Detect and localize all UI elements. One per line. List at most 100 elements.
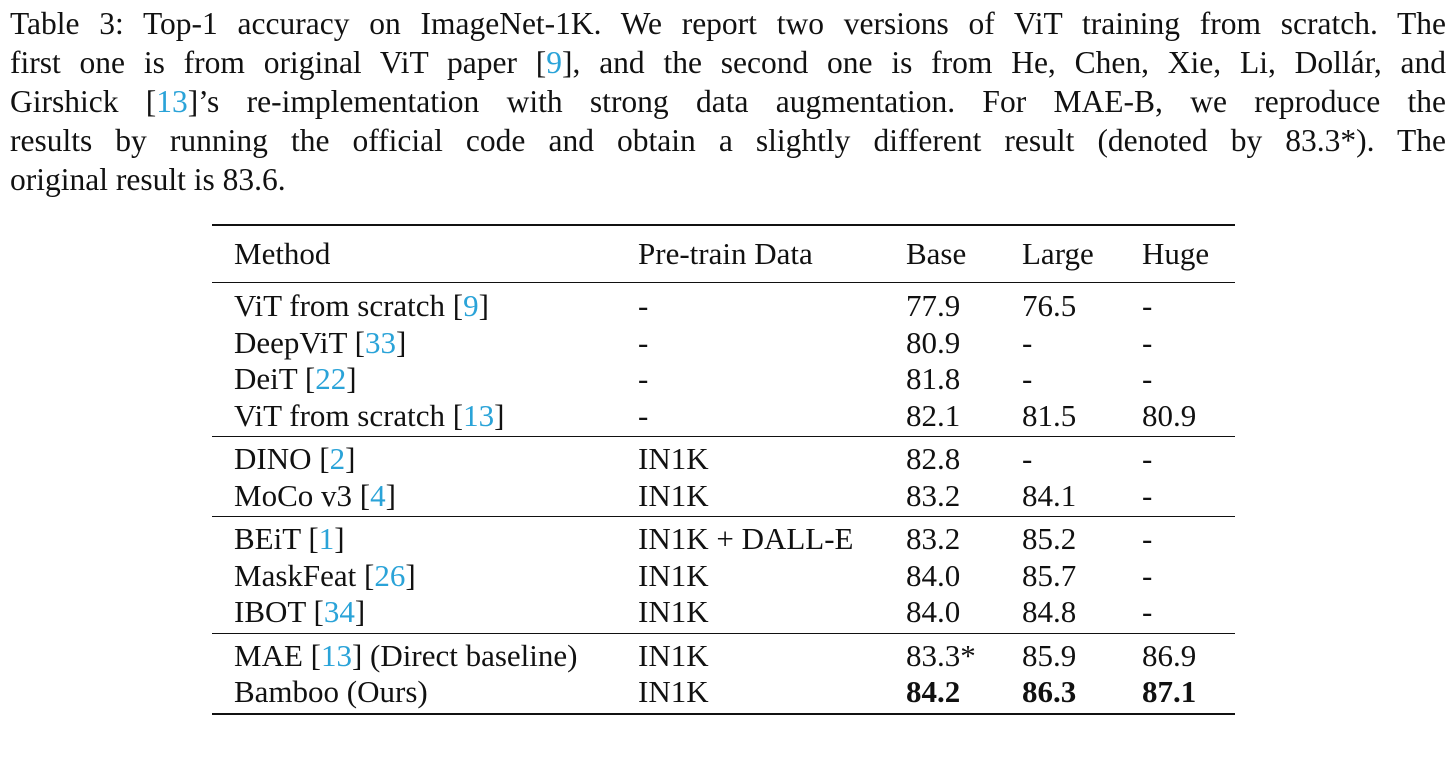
method-name: DeepViT [ bbox=[234, 324, 365, 360]
pretrain-data-cell: IN1K bbox=[638, 594, 709, 629]
huge-cell: - bbox=[1142, 594, 1153, 629]
table-group-rule bbox=[212, 436, 1235, 437]
citation-link[interactable]: 22 bbox=[315, 361, 347, 396]
citation-link[interactable]: 13 bbox=[320, 637, 352, 673]
citation-link[interactable]: 26 bbox=[374, 557, 406, 593]
pretrain-data-cell: - bbox=[638, 288, 649, 323]
caption-text: Girshick [ bbox=[10, 84, 157, 119]
method-name: MAE [ bbox=[234, 637, 321, 673]
header-huge: Huge bbox=[1142, 236, 1210, 271]
caption-line: results by running the official code and… bbox=[10, 121, 1446, 160]
method-suffix: ] bbox=[396, 324, 407, 360]
caption-line: first one is from original ViT paper [9]… bbox=[10, 43, 1446, 82]
method-name: DeiT [ bbox=[234, 361, 316, 396]
large-cell: 84.1 bbox=[1022, 477, 1077, 513]
base-cell: 80.9 bbox=[906, 324, 961, 360]
caption-text: original result is 83.6. bbox=[10, 162, 286, 197]
caption-text: first one is from original ViT paper [ bbox=[10, 45, 547, 80]
table-row: IBOT [34] IN1K 84.0 84.8 - bbox=[212, 594, 1235, 631]
citation-link[interactable]: 34 bbox=[323, 594, 355, 629]
citation-link[interactable]: 9 bbox=[546, 45, 563, 80]
table-row: Bamboo (Ours) IN1K 84.2 86.3 87.1 bbox=[212, 674, 1235, 711]
citation-link[interactable]: 1 bbox=[318, 521, 335, 556]
large-cell: - bbox=[1022, 324, 1033, 360]
method-name: DINO [ bbox=[234, 441, 330, 476]
method-cell: DeepViT [33] bbox=[234, 325, 406, 362]
pretrain-data-cell: - bbox=[638, 361, 649, 396]
large-cell: 85.7 bbox=[1022, 557, 1077, 593]
method-suffix: ] bbox=[405, 557, 416, 593]
huge-cell: - bbox=[1142, 324, 1153, 360]
table-group: ViT from scratch [9] -77.9 76.5- DeepViT [3… bbox=[212, 283, 1235, 436]
caption-line: Girshick [13]’s re-implementation with s… bbox=[10, 82, 1446, 121]
method-name: ViT from scratch [ bbox=[234, 397, 464, 433]
method-suffix: ] bbox=[478, 288, 489, 323]
pretrain-data-cell: IN1K + DALL-E bbox=[638, 521, 854, 556]
caption-text: Table 3: Top-1 accuracy on ImageNet-1K. … bbox=[10, 6, 1446, 41]
table-body: ViT from scratch [9] -77.9 76.5- DeepViT [3… bbox=[212, 282, 1235, 713]
table-group: DINO [2] IN1K 82.8- - MoCo v3 [4] IN1K 83.2 84.… bbox=[212, 437, 1235, 516]
method-suffix: ] (Direct baseline) bbox=[351, 637, 578, 673]
huge-cell: - bbox=[1142, 288, 1153, 323]
pretrain-data-cell: - bbox=[638, 397, 649, 433]
huge-cell: 86.9 bbox=[1142, 637, 1197, 673]
method-suffix: ] bbox=[494, 397, 505, 433]
table-group-rule bbox=[212, 516, 1235, 517]
table-row: ViT from scratch [13] - 82.1 81.5 80.9 bbox=[212, 398, 1235, 435]
pretrain-data-cell: IN1K bbox=[638, 637, 709, 673]
citation-link[interactable]: 9 bbox=[463, 288, 479, 323]
table-row: MaskFeat [26] IN1K 84.0 85.7 - bbox=[212, 558, 1235, 595]
huge-cell: - bbox=[1142, 441, 1153, 476]
huge-cell: - bbox=[1142, 557, 1153, 593]
table-group-rule bbox=[212, 282, 1235, 283]
base-cell: 84.0 bbox=[906, 557, 961, 593]
table-row: DeiT [22] - 81.8 - - bbox=[212, 361, 1235, 398]
method-cell: BEiT [1] bbox=[234, 521, 345, 558]
method-suffix: ] bbox=[385, 477, 396, 513]
base-cell: 84.0 bbox=[906, 594, 961, 629]
header-base: Base bbox=[906, 236, 967, 271]
method-cell: IBOT [34] bbox=[234, 594, 365, 631]
citation-link[interactable]: 13 bbox=[156, 84, 188, 119]
caption-text: ], and the second one is from He, Chen, … bbox=[562, 45, 1447, 80]
method-suffix: ] bbox=[345, 441, 356, 476]
table-row: MAE [13] (Direct baseline) IN1K 83.3* 85.9 8… bbox=[212, 638, 1235, 675]
large-cell: - bbox=[1022, 441, 1033, 476]
base-cell: 81.8 bbox=[906, 361, 961, 396]
method-name: ViT from scratch [ bbox=[234, 288, 464, 323]
table-caption: Table 3: Top-1 accuracy on ImageNet-1K. … bbox=[10, 4, 1446, 199]
method-cell: MAE [13] (Direct baseline) bbox=[234, 638, 577, 675]
citation-link[interactable]: 33 bbox=[365, 324, 396, 360]
citation-link[interactable]: 4 bbox=[370, 477, 386, 513]
large-cell: 76.5 bbox=[1022, 288, 1077, 323]
large-cell: 84.8 bbox=[1022, 594, 1077, 629]
caption-line: Table 3: Top-1 accuracy on ImageNet-1K. … bbox=[10, 4, 1446, 43]
pretrain-data-cell: IN1K bbox=[638, 441, 709, 476]
method-cell: Bamboo (Ours) bbox=[234, 674, 428, 711]
table-row: MoCo v3 [4] IN1K 83.2 84.1 - bbox=[212, 478, 1235, 515]
pretrain-data-cell: IN1K bbox=[638, 557, 709, 593]
method-suffix: ] bbox=[354, 594, 366, 629]
large-cell: 85.9 bbox=[1022, 637, 1077, 673]
method-name: MoCo v3 [ bbox=[234, 477, 371, 513]
base-cell: 77.9 bbox=[906, 288, 961, 323]
header-method: Method bbox=[234, 236, 331, 271]
method-name: IBOT [ bbox=[234, 594, 324, 629]
header-pretrain-data: Pre-train Data bbox=[638, 236, 813, 271]
huge-cell: - bbox=[1142, 477, 1153, 513]
table-top-rule bbox=[212, 224, 1235, 226]
citation-link[interactable]: 2 bbox=[329, 441, 346, 476]
method-suffix: ] bbox=[346, 361, 357, 396]
table-group-rule bbox=[212, 632, 1235, 634]
huge-cell: 80.9 bbox=[1142, 397, 1197, 433]
table-row: ViT from scratch [9] - 77.9 76.5 - bbox=[212, 288, 1235, 325]
method-cell: DeiT [22] bbox=[234, 361, 357, 398]
method-cell: ViT from scratch [13] bbox=[234, 398, 504, 435]
table-row: BEiT [1] IN1K + DALL-E 83.2 85.2 - bbox=[212, 521, 1235, 558]
citation-link[interactable]: 13 bbox=[463, 397, 495, 433]
method-cell: ViT from scratch [9] bbox=[234, 288, 489, 325]
caption-text: ]’s re-implementation with strong data a… bbox=[187, 84, 1446, 119]
method-cell: MoCo v3 [4] bbox=[234, 478, 396, 515]
pretrain-data-cell: - bbox=[638, 324, 649, 360]
base-cell: 82.1 bbox=[906, 397, 961, 433]
